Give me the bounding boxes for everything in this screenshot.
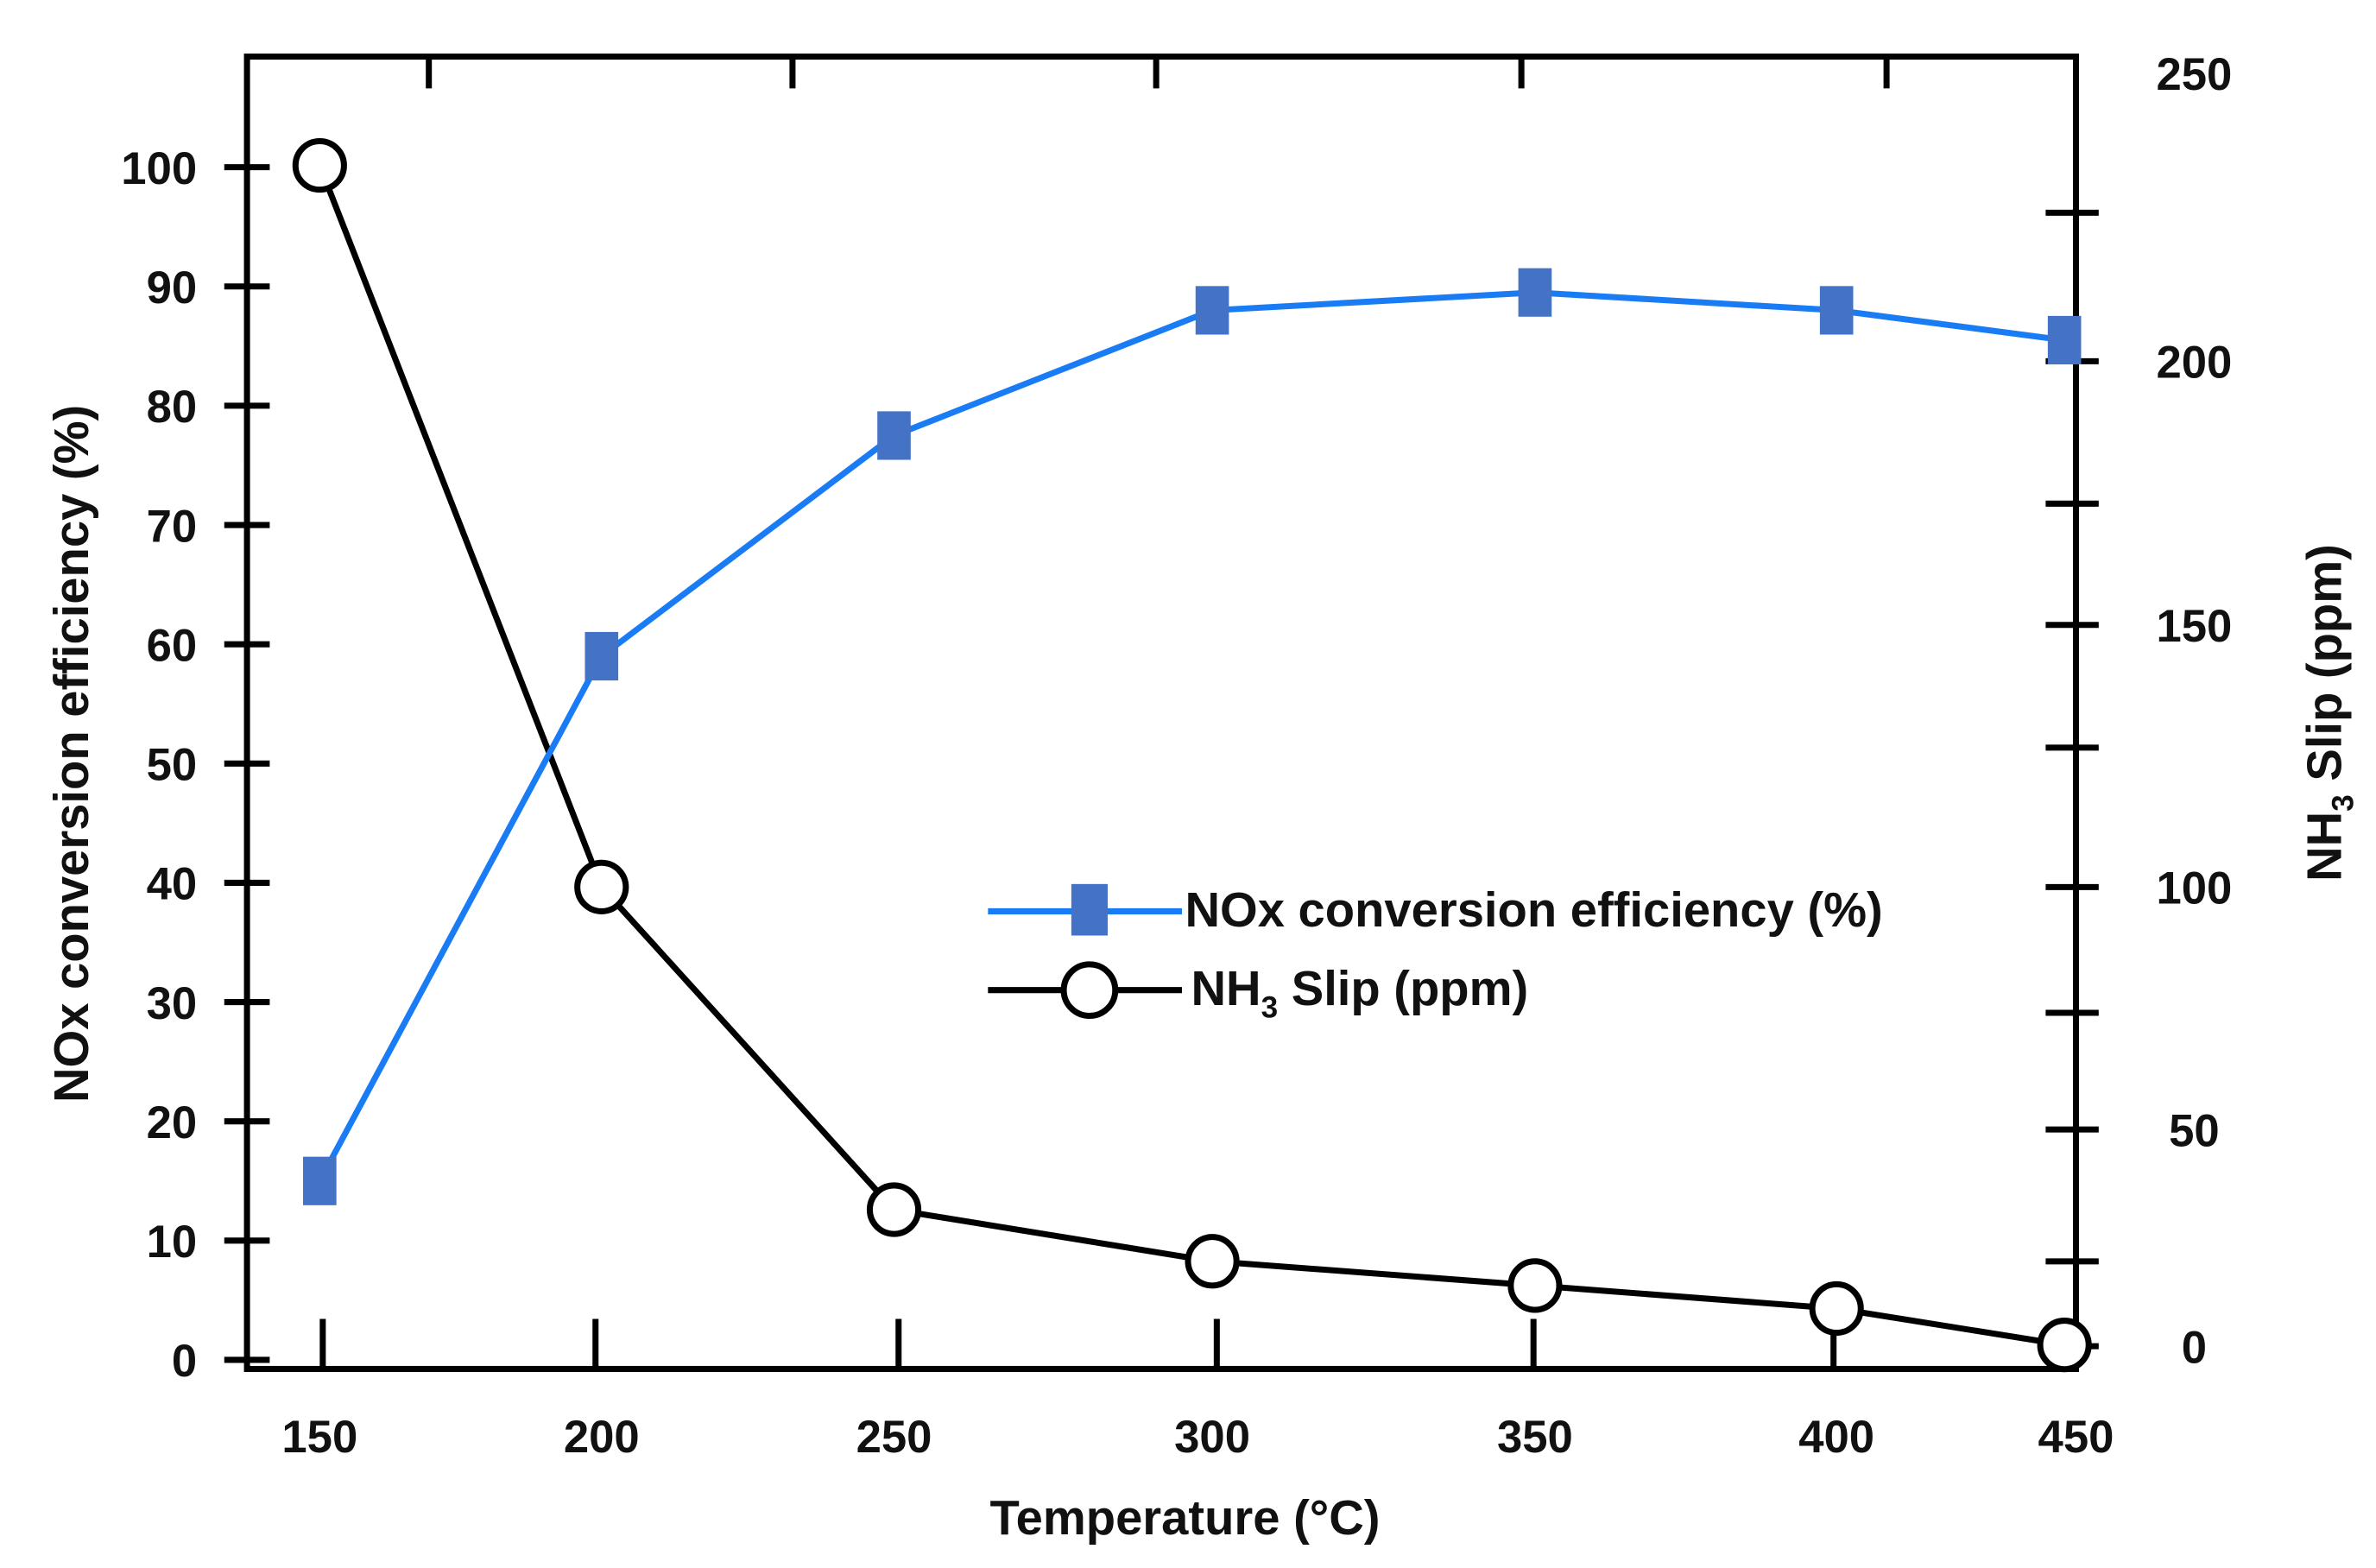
legend-label-nh3: NH3 Slip (ppm) bbox=[1191, 961, 1529, 1024]
x-tick-label: 400 bbox=[1798, 1412, 1874, 1463]
nox-point bbox=[1195, 286, 1229, 335]
legend-marker-circle bbox=[1060, 961, 1119, 1020]
nox-efficiency-line bbox=[317, 289, 2065, 1183]
nh3-point bbox=[1185, 1234, 1240, 1289]
y2-tick-label: 200 bbox=[2156, 338, 2232, 389]
y-axis-label: NOx conversion efficiency (%) bbox=[44, 405, 98, 1103]
nh3-point bbox=[1809, 1280, 1864, 1337]
x-axis-label: Temperature (°C) bbox=[989, 1490, 1380, 1545]
y2-axis-label: NH3 Slip (ppm) bbox=[2297, 544, 2360, 882]
plot-frame bbox=[243, 54, 2079, 1372]
y-tick-label: 80 bbox=[147, 382, 198, 433]
legend-label-nox: NOx conversion efficiency (%) bbox=[1185, 882, 1882, 937]
y2-tick-label: 150 bbox=[2156, 601, 2232, 652]
y-tick-label: 10 bbox=[147, 1217, 198, 1268]
nh3-point bbox=[866, 1182, 922, 1237]
legend: NOx conversion efficiency (%) NH3 Slip (… bbox=[988, 882, 1883, 1024]
axis-ticks bbox=[224, 56, 2099, 1369]
x-tick-label: 450 bbox=[2038, 1412, 2114, 1463]
nh3-slip-line bbox=[317, 164, 2065, 1349]
x-tick-label: 300 bbox=[1174, 1412, 1250, 1463]
nh3-point bbox=[292, 137, 347, 193]
nh3-point bbox=[2037, 1318, 2092, 1373]
nox-point bbox=[1518, 268, 1552, 317]
nh3-point bbox=[1507, 1258, 1563, 1313]
y-tick-label: 40 bbox=[147, 859, 198, 910]
nox-point bbox=[585, 631, 619, 681]
y2-tick-label: 0 bbox=[2182, 1322, 2207, 1373]
nox-point bbox=[2047, 315, 2082, 365]
x-tick-label: 250 bbox=[856, 1412, 932, 1463]
x-tick-label: 150 bbox=[281, 1412, 357, 1463]
nh3-point bbox=[574, 859, 629, 914]
y-tick-label: 50 bbox=[147, 740, 198, 791]
series-layer bbox=[292, 137, 2092, 1373]
y-tick-label: 20 bbox=[147, 1097, 198, 1148]
y-tick-label: 0 bbox=[172, 1336, 197, 1387]
tick-labels: 0 10 20 30 40 50 60 70 80 90 100 0 50 100 150 200 250 150… bbox=[121, 49, 2232, 1463]
y2-tick-label: 250 bbox=[2156, 49, 2232, 100]
legend-marker-square bbox=[1071, 883, 1108, 936]
nox-point bbox=[877, 411, 911, 460]
x-tick-label: 200 bbox=[564, 1412, 640, 1463]
x-tick-label: 350 bbox=[1497, 1412, 1573, 1463]
y2-tick-label: 50 bbox=[2169, 1105, 2220, 1156]
y-tick-label: 70 bbox=[147, 501, 198, 552]
y-tick-label: 60 bbox=[147, 620, 198, 671]
nox-point bbox=[303, 1156, 337, 1205]
y-tick-label: 30 bbox=[147, 978, 198, 1029]
y2-tick-label: 100 bbox=[2156, 863, 2232, 914]
y-tick-label: 100 bbox=[121, 143, 197, 194]
nox-point bbox=[1819, 286, 1854, 335]
y-tick-label: 90 bbox=[147, 262, 198, 313]
